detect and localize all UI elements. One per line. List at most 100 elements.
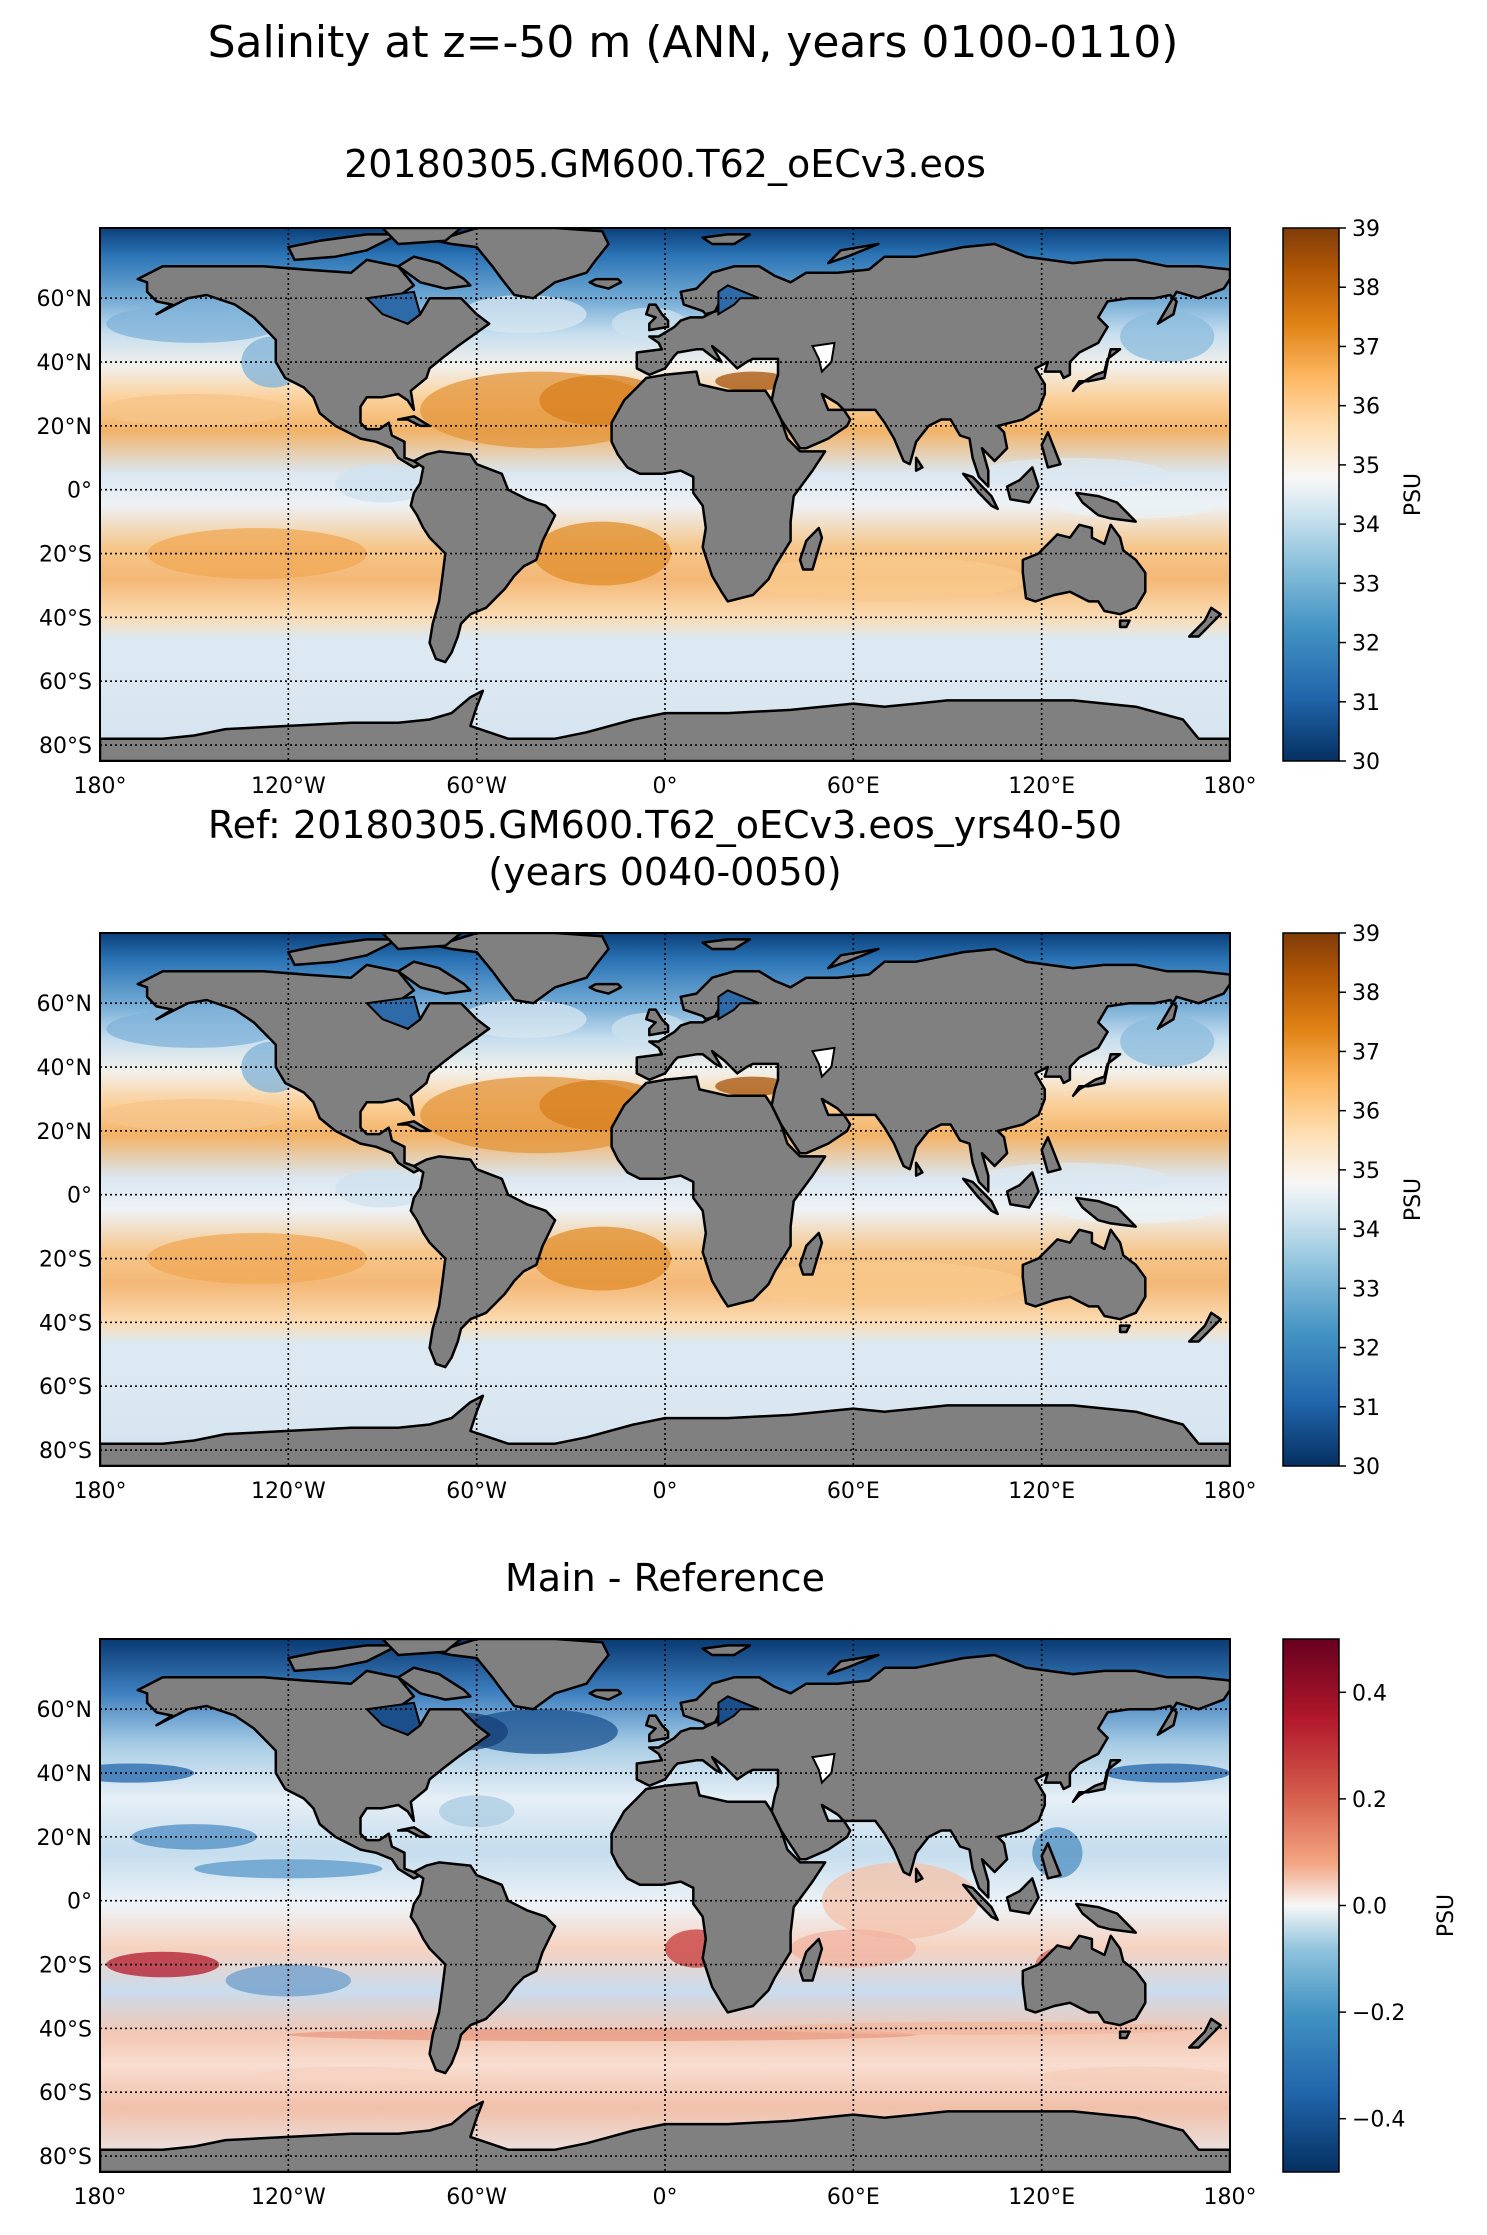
land-mass (396, 1826, 431, 1839)
land-mass (1118, 2030, 1131, 2040)
ocean-feature (106, 1951, 220, 1978)
land-mass (635, 947, 1230, 1193)
land-mass (1040, 1842, 1062, 1880)
ocean-feature (1120, 1015, 1215, 1068)
lon-tick-label: 120°E (1008, 2185, 1075, 2210)
colorbar-tick-label: 35 (1352, 454, 1380, 479)
land-mass (287, 233, 400, 262)
lat-tick-label: 40°N (37, 351, 92, 376)
land-mass (1021, 523, 1147, 616)
land-mass (100, 2100, 1230, 2172)
colorbar-tick-label: 36 (1352, 1100, 1380, 1125)
colorbar-tick-label: 34 (1352, 513, 1380, 538)
lon-tick-label: 180° (1204, 1479, 1257, 1504)
colorbar-tick-label: −0.2 (1352, 2001, 1405, 2026)
ocean-feature (256, 2066, 446, 2086)
map-area (100, 228, 1230, 761)
inland-water (364, 995, 422, 1030)
lon-tick-label: 60°W (446, 2185, 507, 2210)
panel-title: Ref: 20180305.GM600.T62_oECv3.eos_yrs40-… (208, 803, 1122, 847)
ocean-feature (790, 1929, 917, 1968)
lat-tick-label: 20°S (39, 543, 92, 568)
ocean-feature (106, 304, 283, 343)
land-mass (409, 450, 557, 664)
ocean-feature (533, 521, 672, 586)
ocean-feature (106, 1009, 283, 1048)
ocean-feature (194, 1859, 383, 1879)
lon-tick-label: 60°E (827, 1479, 880, 1504)
land-mass (1021, 1934, 1147, 2027)
land-mass (396, 255, 472, 290)
land-mass (434, 1639, 610, 1711)
colorbar-tick-label: 37 (1352, 1040, 1380, 1065)
colorbar-tick-label: 34 (1352, 1218, 1380, 1243)
lat-tick-label: 20°N (37, 415, 92, 440)
land-mass (1118, 619, 1131, 629)
inland-water (717, 1695, 760, 1727)
land-mass (588, 1688, 623, 1701)
ocean-feature (460, 1000, 587, 1039)
lat-tick-label: 0° (67, 1890, 92, 1915)
land-mass (644, 303, 670, 332)
lon-tick-label: 120°W (251, 2185, 326, 2210)
ocean-feature (335, 1169, 430, 1208)
lon-tick-label: 120°E (1008, 774, 1075, 799)
lat-tick-label: 80°S (39, 734, 92, 759)
inland-water (717, 284, 760, 316)
land-mass (914, 1161, 924, 1177)
ocean-feature (715, 371, 791, 391)
lat-tick-label: 80°S (39, 1439, 92, 1464)
ocean-feature (533, 1226, 672, 1291)
lat-tick-label: 40°S (39, 2017, 92, 2042)
land-mass (1118, 1324, 1131, 1334)
lat-tick-label: 0° (67, 479, 92, 504)
panel-main: 20180305.GM600.T62_oECv3.eos 180° 120°W 60°… (37, 142, 1426, 799)
colorbar-tick-label: 38 (1352, 276, 1380, 301)
lat-tick-label: 20°S (39, 1954, 92, 1979)
land-mass (1005, 1171, 1040, 1209)
land-mass (1040, 431, 1062, 469)
lon-tick-label: 0° (653, 2185, 678, 2210)
lat-tick-label: 0° (67, 1184, 92, 1209)
inland-water (810, 1046, 836, 1079)
lat-tick-label: 40°S (39, 606, 92, 631)
land-mass (914, 1867, 924, 1883)
lon-tick-label: 60°W (446, 1479, 507, 1504)
colorbar-tick-label: 32 (1352, 632, 1380, 657)
land-mass (798, 526, 824, 571)
colorbar-tick-label: 32 (1352, 1337, 1380, 1362)
inland-water (810, 341, 836, 374)
ocean-feature (759, 2021, 1199, 2035)
ocean-feature (131, 1824, 257, 1850)
colorbar-tick-label: 30 (1352, 750, 1380, 775)
colorbar-tick-label: 33 (1352, 1277, 1380, 1302)
lat-tick-label: 60°N (37, 1698, 92, 1723)
land-mass (381, 933, 463, 951)
land-mass (588, 277, 623, 290)
lon-tick-label: 180° (1204, 774, 1257, 799)
ocean-feature (1041, 2066, 1230, 2086)
colorbar-tick-label: 33 (1352, 572, 1380, 597)
map-frame (99, 1638, 1231, 2173)
land-mass (961, 472, 999, 511)
land-mass (798, 1937, 824, 1982)
colorbar-tick-label: 38 (1352, 981, 1380, 1006)
ocean-feature (100, 1763, 195, 1783)
land-mass (381, 228, 463, 246)
colorbar-tick-label: 0.2 (1352, 1788, 1387, 1813)
lon-tick-label: 120°E (1008, 1479, 1075, 1504)
land-mass (961, 1883, 999, 1922)
lon-tick-label: 180° (74, 774, 127, 799)
map-area (100, 933, 1230, 1466)
land-mass (961, 1177, 999, 1216)
ocean-feature (715, 1076, 791, 1096)
lon-tick-label: 180° (74, 1479, 127, 1504)
land-mass (1071, 348, 1122, 393)
ocean-feature (100, 393, 289, 426)
lat-tick-label: 60°S (39, 670, 92, 695)
colorbar-tick-label: 37 (1352, 335, 1380, 360)
land-mass (1187, 606, 1222, 638)
land-mass (635, 1653, 1230, 1899)
land-mass (1187, 2017, 1222, 2049)
